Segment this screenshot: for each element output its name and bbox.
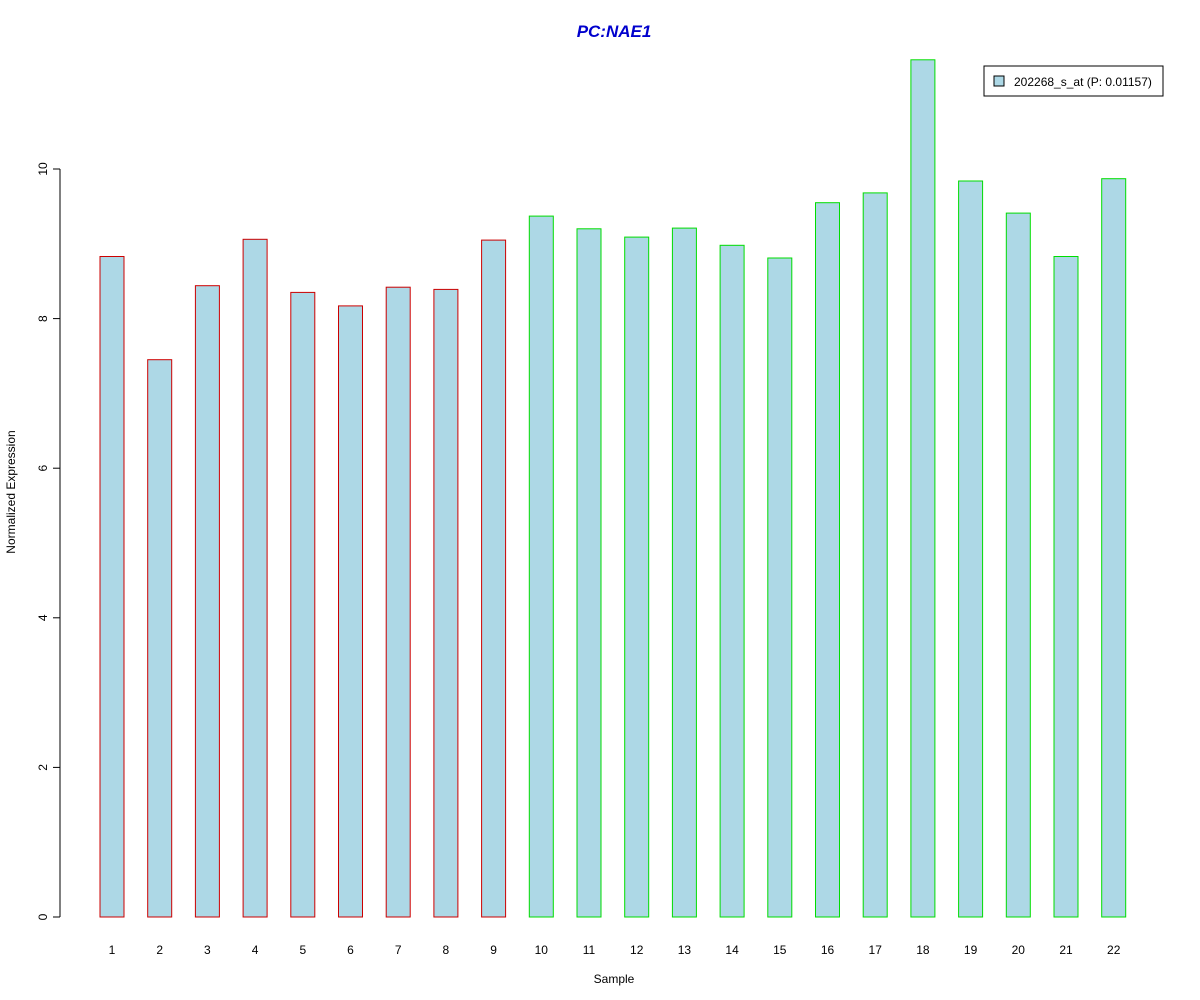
x-tick-label: 17 [869,943,883,957]
x-axis-tick-labels: 1 2 3 4 5 6 7 8 9 10 11 12 13 14 15 16 17 18 19 20 21 22 [109,943,1121,957]
bar-sample-20 [1005,212,1031,918]
legend-swatch [993,75,1005,87]
bar-sample-18 [910,59,936,918]
x-tick-label: 22 [1107,943,1121,957]
x-tick-label: 5 [299,943,306,957]
bar-sample-13 [671,227,697,918]
bar-sample-4 [242,238,268,918]
y-tick-label: 4 [36,614,50,621]
x-tick-label: 10 [535,943,549,957]
x-tick-label: 20 [1012,943,1026,957]
x-tick-label: 15 [773,943,787,957]
bar-sample-3 [194,285,220,918]
x-tick-label: 8 [443,943,450,957]
x-tick-label: 7 [395,943,402,957]
y-tick-label: 2 [36,764,50,771]
x-tick-label: 12 [630,943,644,957]
bar-sample-1 [99,256,125,918]
bar-sample-14 [719,244,745,918]
bar-sample-11 [576,228,602,918]
x-tick-label: 11 [583,943,596,957]
bar-sample-17 [862,192,888,918]
y-axis: 0 2 4 6 8 10 [36,162,61,920]
bar-sample-15 [767,257,793,918]
bar-sample-22 [1101,178,1127,918]
x-tick-label: 3 [204,943,211,957]
bar-sample-12 [624,236,650,918]
legend-box [983,65,1164,97]
y-axis-label: Normalized Expression [4,430,18,553]
x-tick-label: 16 [821,943,835,957]
y-tick-label: 8 [36,315,50,322]
x-tick-label: 18 [916,943,930,957]
x-tick-label: 14 [725,943,739,957]
bar-sample-6 [338,305,363,918]
bar-sample-21 [1053,256,1079,918]
x-tick-label: 21 [1059,943,1073,957]
bar-sample-19 [958,180,984,918]
legend: 202268_s_at (P: 0.01157) [983,65,1164,97]
x-axis-label: Sample [594,972,635,986]
x-tick-label: 9 [490,943,497,957]
chart-title: PC:NAE1 [577,22,652,41]
x-tick-label: 2 [156,943,163,957]
x-tick-label: 13 [678,943,692,957]
bar-sample-9 [481,239,507,918]
bar-sample-5 [290,291,316,918]
bar-sample-16 [815,202,840,918]
bar-sample-2 [147,359,173,918]
x-tick-label: 19 [964,943,978,957]
y-tick-label: 6 [36,465,50,472]
legend-label: 202268_s_at (P: 0.01157) [1014,75,1152,89]
bar-sample-8 [433,288,459,918]
y-tick-label: 0 [36,913,50,920]
y-tick-label: 10 [36,162,50,176]
bar-sample-10 [528,215,554,918]
bars-group [99,59,1127,918]
x-tick-label: 1 [109,943,116,957]
x-tick-label: 6 [347,943,354,957]
x-tick-label: 4 [252,943,259,957]
bar-sample-7 [385,286,411,918]
